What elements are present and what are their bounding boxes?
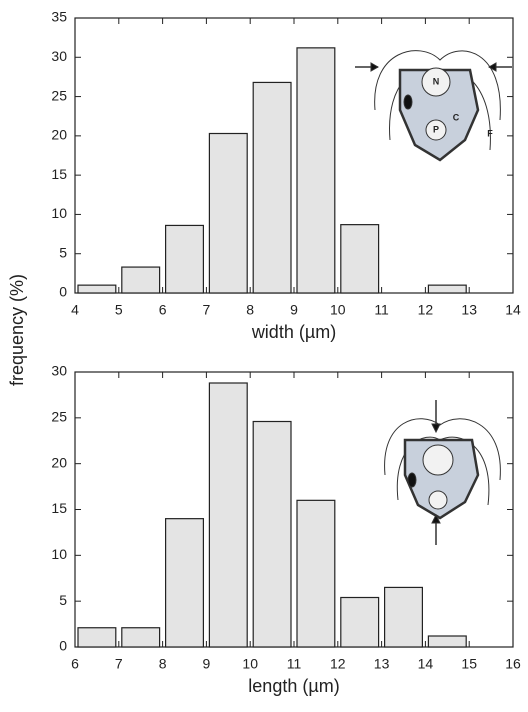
x-tick-label: 12 [330,656,346,672]
y-tick-label: 0 [59,284,67,300]
x-tick-label: 4 [71,302,79,318]
bar [121,627,161,648]
x-tick-label: 15 [461,656,477,672]
bar [121,266,161,294]
x-tick-label: 16 [505,656,521,672]
y-tick-label: 10 [51,205,67,221]
x-tick-label: 8 [246,302,254,318]
x-axis-label: width (µm) [251,322,336,342]
y-tick-label: 20 [51,454,67,470]
x-tick-label: 13 [461,302,477,318]
cell-illustration [384,400,501,545]
x-tick-label: 11 [287,656,302,672]
bar [427,635,467,648]
bar [252,420,292,648]
bar [165,224,205,294]
bar [340,224,380,294]
y-axis-label: frequency (%) [7,274,27,386]
y-tick-label: 10 [51,546,67,562]
x-tick-label: 10 [242,656,258,672]
y-tick-label: 20 [51,127,67,143]
y-tick-label: 15 [51,500,67,516]
annotation: F [487,128,493,138]
x-tick-label: 6 [71,656,79,672]
bar [384,586,424,648]
bar [427,284,467,294]
bar [77,627,117,648]
y-tick-label: 25 [51,87,67,103]
x-tick-label: 14 [418,656,434,672]
y-tick-label: 5 [59,244,67,260]
y-tick-label: 25 [51,409,67,425]
bar [165,518,205,648]
y-tick-label: 15 [51,166,67,182]
x-tick-label: 9 [290,302,298,318]
x-tick-label: 11 [374,302,389,318]
x-tick-label: 10 [330,302,346,318]
bar [296,499,336,648]
bar [208,382,248,648]
x-tick-label: 6 [159,302,167,318]
annotation: P [433,124,439,134]
y-tick-label: 30 [51,48,67,64]
y-tick-label: 30 [51,363,67,379]
bar [340,596,380,648]
bar [296,47,336,294]
annotation: N [433,76,440,86]
annotation: C [453,112,460,122]
y-tick-label: 0 [59,638,67,654]
x-tick-label: 14 [505,302,521,318]
x-axis-label: length (µm) [248,676,339,696]
y-tick-label: 35 [51,9,67,25]
x-tick-label: 5 [115,302,123,318]
x-tick-label: 9 [203,656,211,672]
x-tick-label: 7 [115,656,123,672]
y-tick-label: 5 [59,592,67,608]
x-tick-label: 13 [374,656,390,672]
x-tick-label: 12 [418,302,434,318]
x-tick-label: 7 [203,302,211,318]
x-tick-label: 8 [159,656,167,672]
bar [77,284,117,294]
bar [208,132,248,294]
cell-illustration [355,50,512,162]
bar [252,81,292,294]
